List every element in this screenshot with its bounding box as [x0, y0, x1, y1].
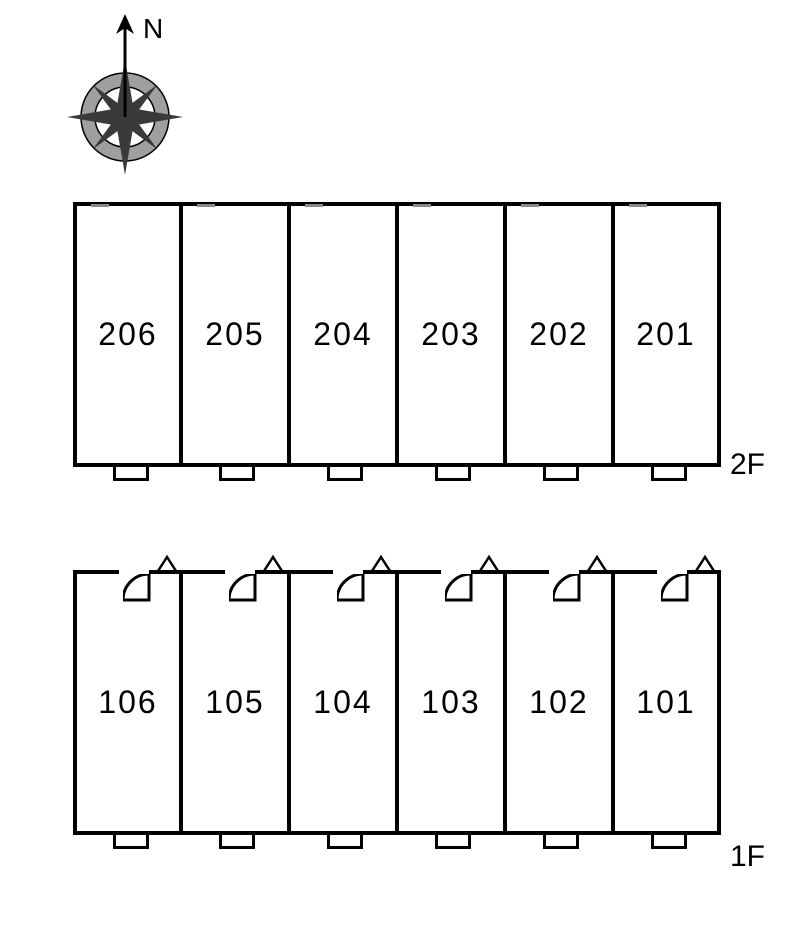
window-marker [91, 204, 109, 207]
door-swing-icon [445, 574, 475, 604]
unit-number: 103 [421, 684, 480, 721]
balcony-marker [219, 835, 255, 849]
balcony-marker [327, 835, 363, 849]
unit-number: 102 [529, 684, 588, 721]
balcony-marker [435, 835, 471, 849]
window-marker [629, 204, 647, 207]
porch-marker-icon [477, 554, 501, 574]
unit-number: 203 [421, 316, 480, 353]
balcony-marker [435, 467, 471, 481]
unit-number: 206 [98, 316, 157, 353]
porch-marker-icon [693, 554, 717, 574]
unit-103: 103 [397, 570, 505, 835]
floor-label-2f: 2F [730, 448, 765, 482]
balcony-marker [327, 467, 363, 481]
unit-202: 202 [505, 202, 613, 467]
balcony-marker [113, 467, 149, 481]
porch-marker-icon [369, 554, 393, 574]
unit-206: 206 [73, 202, 181, 467]
door-swing-icon [229, 574, 259, 604]
unit-106: 106 [73, 570, 181, 835]
window-marker [413, 204, 431, 207]
floor-2f: 206 205 204 203 202 201 [73, 202, 721, 467]
door-swing-icon [123, 574, 153, 604]
compass-rose: N [50, 8, 200, 198]
window-marker [521, 204, 539, 207]
unit-203: 203 [397, 202, 505, 467]
porch-marker-icon [155, 554, 179, 574]
door-swing-icon [661, 574, 691, 604]
unit-105: 105 [181, 570, 289, 835]
unit-number: 105 [205, 684, 264, 721]
unit-number: 202 [529, 316, 588, 353]
balcony-marker [651, 835, 687, 849]
unit-number: 201 [636, 316, 695, 353]
unit-201: 201 [613, 202, 721, 467]
unit-104: 104 [289, 570, 397, 835]
unit-204: 204 [289, 202, 397, 467]
balcony-marker [543, 467, 579, 481]
porch-marker-icon [261, 554, 285, 574]
floor-1f: 106 105 104 103 102 101 [73, 570, 721, 835]
window-marker [197, 204, 215, 207]
balcony-marker [543, 835, 579, 849]
unit-number: 101 [636, 684, 695, 721]
unit-number: 106 [98, 684, 157, 721]
porch-marker-icon [585, 554, 609, 574]
unit-number: 205 [205, 316, 264, 353]
balcony-marker [113, 835, 149, 849]
door-swing-icon [337, 574, 367, 604]
unit-101: 101 [613, 570, 721, 835]
unit-number: 104 [313, 684, 372, 721]
unit-number: 204 [313, 316, 372, 353]
door-swing-icon [553, 574, 583, 604]
window-marker [305, 204, 323, 207]
compass-north-label: N [143, 13, 163, 44]
floor-label-1f: 1F [730, 840, 765, 874]
unit-102: 102 [505, 570, 613, 835]
unit-205: 205 [181, 202, 289, 467]
balcony-marker [651, 467, 687, 481]
balcony-marker [219, 467, 255, 481]
